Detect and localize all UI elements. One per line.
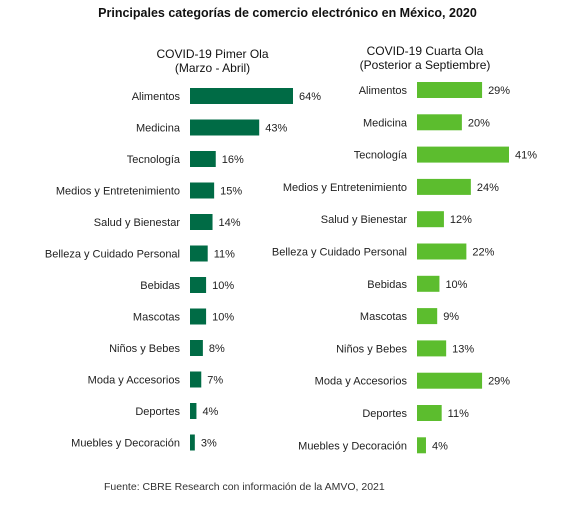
right-bar [417,372,483,389]
left-value-label: 4% [202,406,218,418]
right-category-label: Alimentos [359,85,408,97]
right-value-label: 9% [443,311,459,323]
right-bar [417,308,438,325]
source-note: Fuente: CBRE Research con información de… [104,481,385,493]
left-category-label: Belleza y Cuidado Personal [45,249,180,261]
left-category-label: Alimentos [132,91,181,103]
left-bar [190,214,213,230]
left-bar [190,245,208,262]
left-bar [190,88,293,104]
left-bar [190,371,202,388]
right-bar [417,340,447,357]
left-bar [190,340,203,356]
left-value-label: 8% [209,343,225,355]
right-bar [417,146,509,163]
left-value-label: 16% [222,154,244,166]
right-value-label: 13% [452,343,474,355]
left-category-label: Bebidas [140,280,180,292]
right-value-label: 20% [468,117,490,129]
right-category-label: Moda y Accesorios [315,376,408,388]
right-bar [417,178,471,195]
right-category-label: Medios y Entretenimiento [283,182,407,194]
left-bar [190,151,216,167]
chart-title: Principales categorías de comercio elect… [98,6,477,20]
left-value-label: 43% [265,123,287,135]
left-bar [190,119,260,136]
right-category-label: Tecnología [354,150,408,162]
left-bar [190,182,215,199]
right-subtitle-line2: (Posterior a Septiembre) [359,58,491,72]
right-bar [417,114,462,131]
left-value-label: 10% [212,280,234,292]
right-value-label: 4% [432,440,448,452]
right-category-label: Mascotas [360,311,408,323]
right-bar [417,437,426,454]
left-bar [190,434,195,451]
left-chart-subtitle: COVID-19 Pimer Ola (Marzo - Abril) [105,47,320,75]
left-subtitle-line1: COVID-19 Pimer Ola [156,47,269,61]
right-value-label: 12% [450,214,472,226]
right-bar [417,243,467,260]
left-category-label: Salud y Bienestar [94,217,181,229]
right-category-label: Medicina [363,117,408,129]
left-category-label: Medicina [136,123,181,135]
left-value-label: 3% [201,438,217,450]
right-value-label: 10% [445,279,467,291]
right-subtitle-line1: COVID-19 Cuarta Ola [366,44,484,58]
left-category-label: Tecnología [127,154,181,166]
left-category-label: Deportes [135,406,180,418]
right-category-label: Salud y Bienestar [321,214,408,226]
left-category-label: Medios y Entretenimiento [56,186,180,198]
right-category-label: Bebidas [367,279,407,291]
left-value-label: 11% [214,249,235,261]
left-value-label: 14% [219,217,241,229]
left-category-label: Moda y Accesorios [88,375,181,387]
right-value-label: 11% [448,408,469,420]
left-category-label: Niños y Bebes [109,343,180,355]
right-value-label: 29% [488,376,510,388]
left-value-label: 64% [299,91,321,103]
right-bar [417,275,440,292]
right-value-label: 24% [477,182,499,194]
left-value-label: 7% [207,375,223,387]
right-bar [417,82,483,98]
left-bar [190,308,207,325]
left-category-label: Mascotas [133,312,181,324]
right-value-label: 29% [488,85,510,97]
left-bar [190,403,197,419]
right-category-label: Belleza y Cuidado Personal [272,247,407,259]
right-chart-subtitle: COVID-19 Cuarta Ola (Posterior a Septiem… [320,44,530,72]
right-chart: Alimentos 29% Medicina 20% Tecnología 41% Medi… [272,82,537,454]
right-bar [417,405,442,421]
right-value-label: 41% [515,150,537,162]
left-chart: Alimentos 64% Medicina 43% Tecnología 16% Medi… [45,88,321,451]
left-bar [190,277,207,293]
left-value-label: 15% [220,186,242,198]
right-category-label: Deportes [362,408,407,420]
right-category-label: Muebles y Decoración [298,440,407,452]
left-value-label: 10% [212,312,234,324]
right-value-label: 22% [472,247,494,259]
right-bar [417,211,444,228]
left-subtitle-line2: (Marzo - Abril) [174,61,251,75]
left-category-label: Muebles y Decoración [71,438,180,450]
right-category-label: Niños y Bebes [336,343,407,355]
